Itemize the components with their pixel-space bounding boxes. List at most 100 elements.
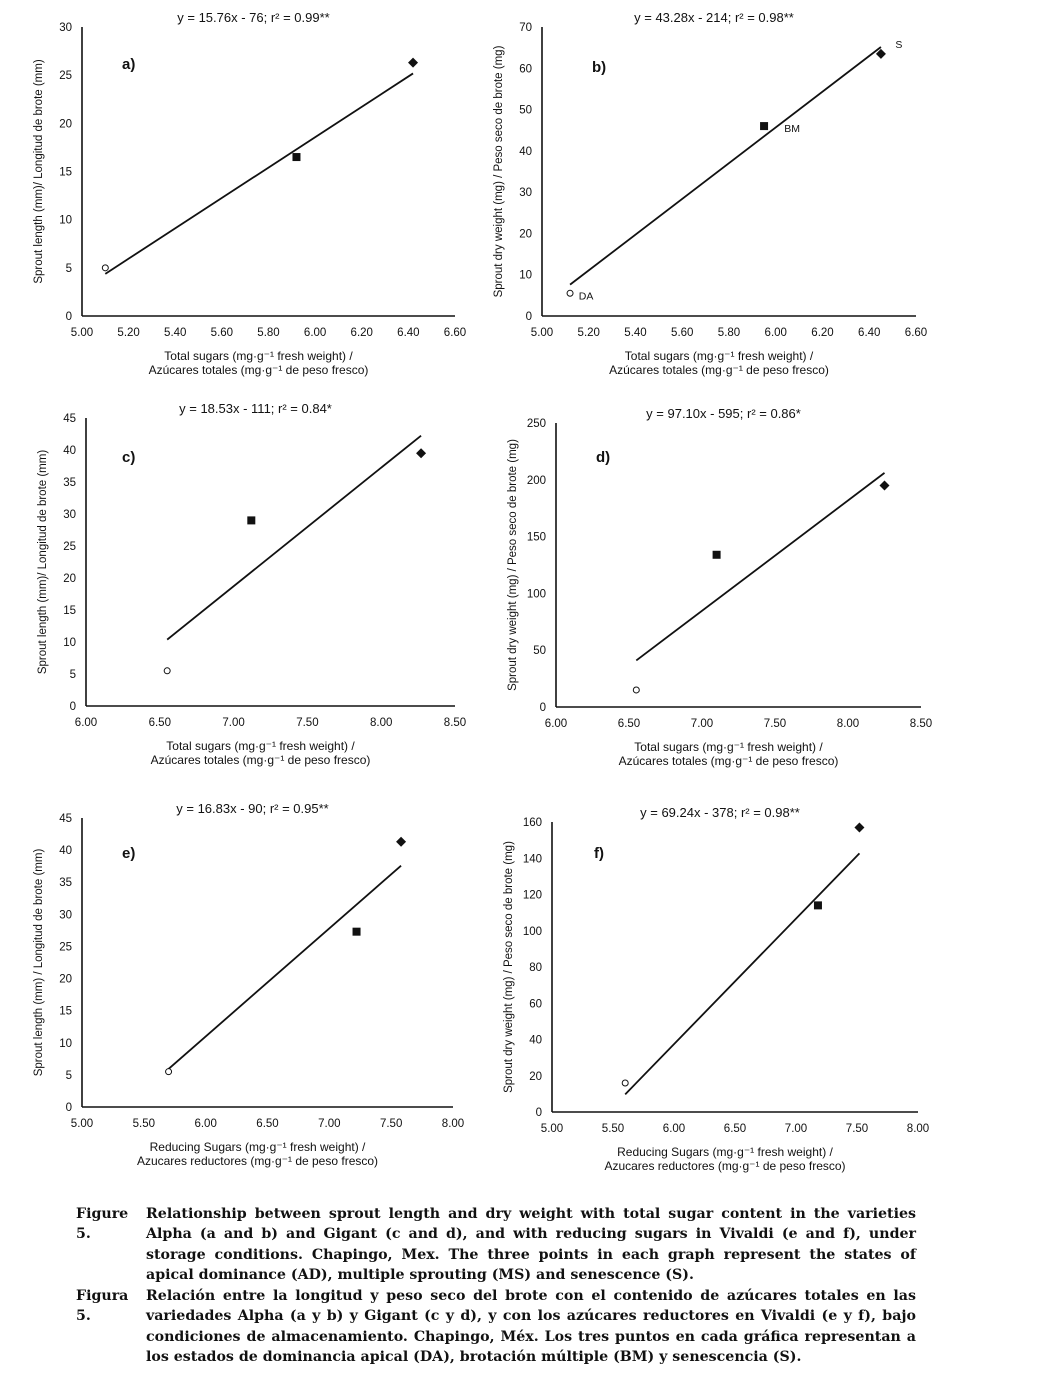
x-tick-label-a: 6.20 — [351, 327, 373, 339]
regression-line-c — [166, 434, 422, 641]
x-tick-label-d: 7.00 — [691, 718, 713, 730]
y-tick-label-d: 250 — [527, 418, 546, 430]
x-tick-label-b: 5.00 — [531, 327, 553, 339]
y-tick-label-f: 140 — [523, 853, 542, 865]
y-tick-label-c: 0 — [70, 701, 76, 713]
y-tick-label-c: 10 — [63, 637, 76, 649]
equation-c: y = 18.53x - 111; r² = 0.84* — [179, 401, 332, 416]
x-tick-label-e: 7.50 — [380, 1118, 402, 1130]
y-tick-label-e: 10 — [59, 1038, 72, 1050]
y-tick-label-b: 30 — [519, 187, 532, 199]
panel-label-c: c) — [122, 449, 135, 466]
x-tick-label-b: 5.60 — [671, 327, 693, 339]
x-tick-label-f: 7.50 — [846, 1123, 868, 1135]
y-tick-label-e: 25 — [59, 941, 72, 953]
y-axis-title-f: Sprout dry weight (mg) / Peso seco de br… — [503, 841, 515, 1093]
x-tick-label-b: 5.80 — [718, 327, 740, 339]
caption-spanish-text: Relación entre la longitud y peso seco d… — [146, 1288, 916, 1366]
x-tick-label-e: 6.00 — [194, 1118, 216, 1130]
y-tick-label-e: 15 — [59, 1006, 72, 1018]
panel-label-a: a) — [122, 56, 135, 73]
x-tick-label-a: 5.20 — [117, 327, 139, 339]
caption-spanish: Figura 5. Relación entre la longitud y p… — [76, 1286, 916, 1368]
data-point-b — [875, 48, 886, 59]
y-tick-label-f: 100 — [523, 926, 542, 938]
regression-line-d — [635, 472, 886, 662]
data-point-d — [879, 480, 890, 491]
data-point-e — [396, 836, 407, 847]
y-tick-label-b: 40 — [519, 146, 532, 158]
data-point-c — [247, 516, 256, 525]
equation-e: y = 16.83x - 90; r² = 0.95** — [176, 801, 328, 816]
y-tick-label-d: 200 — [527, 475, 546, 487]
x-axis-title-line2-c: Azúcares totales (mg·g⁻¹ de peso fresco) — [151, 753, 371, 767]
y-tick-label-f: 20 — [529, 1071, 542, 1083]
y-tick-label-d: 150 — [527, 532, 546, 544]
y-tick-label-e: 35 — [59, 877, 72, 889]
x-tick-label-d: 8.50 — [910, 718, 932, 730]
x-tick-label-a: 5.00 — [71, 327, 93, 339]
point-label-b: BM — [784, 123, 800, 135]
x-axis-title-line2-e: Azucares reductores (mg·g⁻¹ de peso fres… — [137, 1154, 378, 1168]
y-tick-label-c: 45 — [63, 413, 76, 425]
y-tick-label-a: 0 — [66, 311, 72, 323]
y-axis-title-b: Sprout dry weight (mg) / Peso seco de br… — [493, 45, 505, 297]
caption-spanish-label: Figura 5. — [76, 1288, 129, 1325]
y-tick-label-e: 5 — [66, 1070, 72, 1082]
x-axis-title-line1-b: Total sugars (mg·g⁻¹ fresh weight) / — [625, 349, 814, 363]
y-axis-title-c: Sprout length (mm)/ Longitud de brote (m… — [37, 450, 49, 675]
y-tick-label-a: 10 — [59, 215, 72, 227]
x-tick-label-b: 5.40 — [624, 327, 646, 339]
data-point-c — [416, 448, 427, 459]
data-point-e — [352, 927, 361, 936]
data-point-b — [760, 122, 769, 131]
x-axis-title-line1-c: Total sugars (mg·g⁻¹ fresh weight) / — [166, 739, 355, 753]
y-tick-label-c: 15 — [63, 605, 76, 617]
data-point-d — [632, 686, 640, 694]
x-tick-label-f: 5.00 — [541, 1123, 563, 1135]
x-tick-label-f: 6.50 — [724, 1123, 746, 1135]
equation-a: y = 15.76x - 76; r² = 0.99** — [177, 10, 329, 25]
data-point-b — [566, 289, 574, 297]
y-tick-label-b: 20 — [519, 228, 532, 240]
y-tick-label-f: 160 — [523, 817, 542, 829]
x-axis-title-line1-f: Reducing Sugars (mg·g⁻¹ fresh weight) / — [617, 1145, 833, 1159]
x-tick-label-d: 6.00 — [545, 718, 567, 730]
equation-d: y = 97.10x - 595; r² = 0.86* — [646, 406, 801, 421]
data-point-e — [165, 1068, 173, 1076]
regression-line-e — [167, 865, 402, 1070]
y-tick-label-c: 30 — [63, 509, 76, 521]
x-tick-label-a: 5.80 — [257, 327, 279, 339]
y-tick-label-e: 20 — [59, 974, 72, 986]
equation-b: y = 43.28x - 214; r² = 0.98** — [634, 10, 794, 25]
x-tick-label-a: 6.60 — [444, 327, 466, 339]
x-axis-title-line1-d: Total sugars (mg·g⁻¹ fresh weight) / — [634, 740, 823, 754]
y-tick-label-d: 100 — [527, 588, 546, 600]
data-point-a — [408, 57, 419, 68]
x-axis-title-line2-b: Azúcares totales (mg·g⁻¹ de peso fresco) — [609, 363, 829, 377]
y-tick-label-c: 40 — [63, 445, 76, 457]
x-tick-label-d: 7.50 — [764, 718, 786, 730]
caption-english-text: Relationship between sprout length and d… — [146, 1206, 916, 1284]
x-tick-label-b: 5.20 — [578, 327, 600, 339]
caption-english: Figure 5. Relationship between sprout le… — [76, 1204, 916, 1286]
x-tick-label-f: 7.00 — [785, 1123, 807, 1135]
x-tick-label-e: 8.00 — [442, 1118, 464, 1130]
x-tick-label-c: 6.00 — [75, 717, 97, 729]
x-tick-label-e: 5.00 — [71, 1118, 93, 1130]
data-point-f — [854, 822, 865, 833]
x-tick-label-d: 8.00 — [837, 718, 859, 730]
data-point-f — [621, 1079, 629, 1087]
data-point-a — [101, 264, 109, 272]
x-tick-label-f: 6.00 — [663, 1123, 685, 1135]
y-tick-label-d: 0 — [540, 702, 546, 714]
y-tick-label-c: 25 — [63, 541, 76, 553]
y-tick-label-f: 0 — [536, 1107, 542, 1119]
point-label-b: S — [895, 39, 902, 51]
x-tick-label-e: 7.00 — [318, 1118, 340, 1130]
panel-label-f: f) — [594, 845, 604, 862]
panel-label-d: d) — [596, 449, 610, 466]
x-tick-label-f: 5.50 — [602, 1123, 624, 1135]
x-tick-label-e: 6.50 — [256, 1118, 278, 1130]
